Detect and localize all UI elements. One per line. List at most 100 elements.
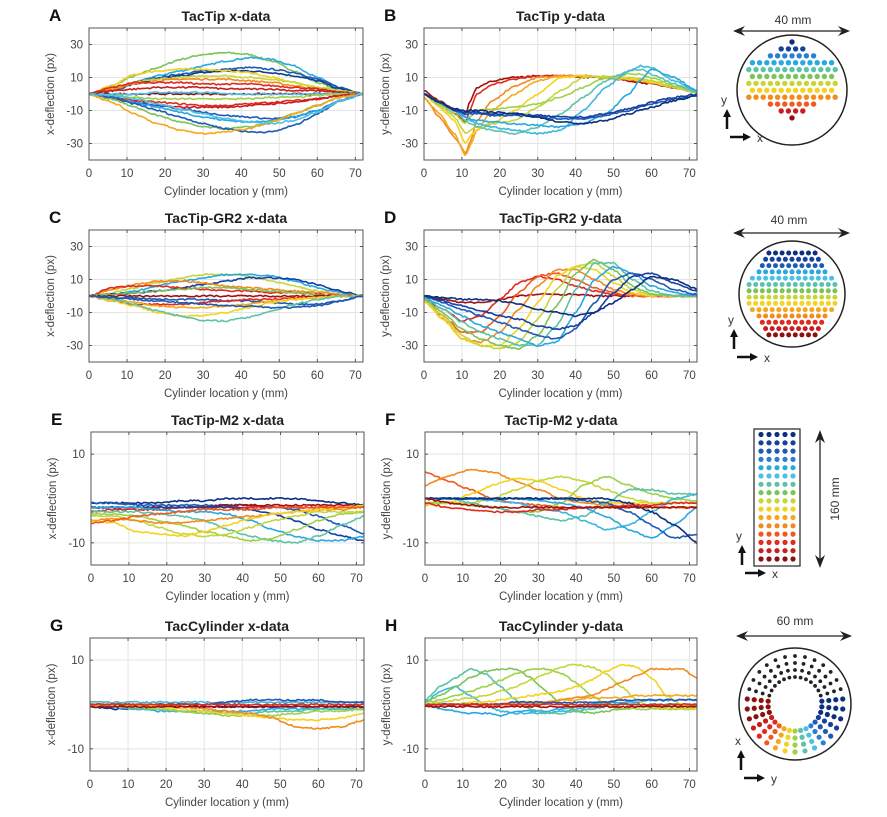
pin-marker [792,263,798,269]
pin-marker [792,735,798,741]
x-tick-label: 0 [422,573,428,585]
pin-marker [779,300,785,306]
x-tick-label: 70 [683,779,696,791]
pin-marker [766,531,772,537]
pin-marker [774,514,780,521]
pin-marker [812,250,818,256]
pin-marker [799,250,805,256]
series-line-cyan [91,505,364,542]
x-tick-label: 30 [198,779,211,791]
pin-marker [790,440,796,446]
panel-title: TacCylinder x-data [165,618,289,634]
pin-marker [778,108,784,114]
axis-label-horizontal: x [772,567,778,581]
pin-marker [763,307,769,313]
pin-marker [786,727,792,734]
series-line-teal [424,68,697,135]
pin-marker [746,94,752,100]
chart-panel-a: 0 10 20 30 40 50 60 70 30 10 -10 -30 Cylinder locati… [45,6,364,198]
x-tick-label: 50 [274,779,287,791]
pin-marker [786,288,792,294]
pin-marker [811,745,818,751]
pin-marker [801,661,806,666]
pin-marker [819,263,825,269]
pin-marker [776,664,781,669]
pin-marker [762,718,769,724]
series-line-teal [91,510,364,544]
pin-marker [819,288,825,294]
pin-marker [760,94,766,100]
pin-marker [774,498,780,504]
pin-marker [803,53,810,59]
pin-marker [760,66,766,73]
pin-marker [749,275,755,281]
pin-marker [766,465,772,471]
pin-marker [799,263,805,269]
series-line-blue-1 [424,93,697,121]
pin-marker [758,556,764,562]
pin-marker [802,326,808,332]
pin-marker [790,506,796,512]
panel-title: TacCylinder y-data [499,618,623,634]
pin-marker [766,288,772,294]
pin-marker [792,749,798,755]
x-tick-label: 0 [86,168,92,180]
x-tick-label: 30 [531,168,544,180]
pin-marker [792,742,798,748]
x-tick-label: 40 [235,168,248,180]
x-tick-label: 30 [531,370,544,382]
pin-marker [779,332,785,338]
series-line-cyan-top [89,273,363,298]
pin-marker [828,681,833,686]
pin-marker [802,269,808,275]
pin-marker [790,465,796,471]
pin-marker [758,473,764,479]
pin-marker [746,80,752,87]
series-line-blue-3 [424,93,697,125]
pin-marker [821,663,826,668]
pin-marker [818,66,824,73]
pin-marker [758,523,764,529]
pin-marker [786,668,790,673]
x-tick-label: 20 [493,370,506,382]
pin-marker [806,671,811,675]
x-axis-label: Cylinder location y (mm) [499,388,623,400]
series-group [90,698,364,730]
sensor-outline [738,647,852,761]
pin-marker [758,465,764,471]
dimension-label: 40 mm [771,213,808,227]
sensor-outline [736,34,848,146]
pin-marker [822,275,828,281]
pin-marker [763,313,769,319]
y-tick-label: 10 [405,73,418,85]
pin-marker [832,282,838,287]
pin-marker [840,706,846,712]
pin-marker [799,300,805,306]
series-line-darkred [425,497,697,509]
pin-marker [773,263,778,269]
sensor-outline [753,428,801,567]
pin-marker [790,473,796,479]
pin-marker [753,94,759,100]
pin-marker [819,704,825,710]
pin-marker [744,706,750,712]
series-line-orange-bot [89,93,363,135]
x-tick-label: 70 [683,370,696,382]
pin-marker [756,307,762,313]
pin-marker [777,680,782,685]
pin-marker [771,87,777,94]
x-tick-label: 20 [493,168,506,180]
pin-marker [810,53,817,59]
pin-marker [827,721,834,728]
series-line-darkblue-top [91,496,364,507]
x-axis-label: Cylinder location y (mm) [499,797,623,809]
pin-marker [766,548,772,554]
pin-marker [774,481,780,487]
pin-marker [815,326,821,332]
pin-marker [786,282,792,287]
pin-marker [796,326,802,332]
pin-marker [782,256,788,262]
x-tick-label: 10 [456,168,469,180]
pin-marker [825,282,831,287]
x-axis-label: Cylinder location y (mm) [166,591,290,603]
